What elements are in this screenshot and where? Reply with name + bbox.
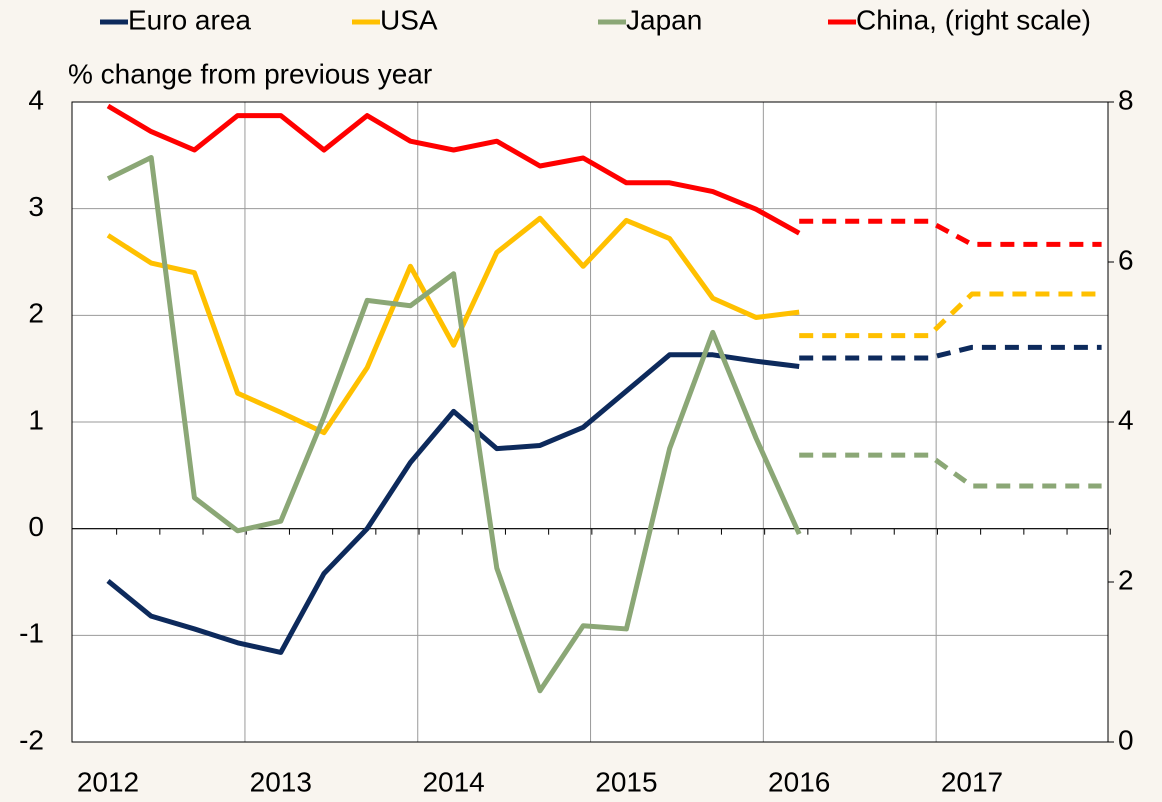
forecast-line [799,218,1102,247]
plot-frame [71,101,1109,743]
series-line [106,215,800,436]
y-tick-label: 1 [28,404,44,435]
y-tick-label: -1 [19,618,44,649]
series-line [106,154,802,694]
y2-tick-label: 2 [1118,564,1134,595]
legend-label: Japan [626,4,702,35]
legend-label: Euro area [128,4,251,35]
y2-tick-label: 8 [1118,84,1134,115]
y2-tick-label: 4 [1118,404,1134,435]
y-tick-label: 0 [28,511,44,542]
forecast-line [799,452,1102,489]
legend-label: China, (right scale) [856,4,1091,35]
x-tick-label: 2015 [595,766,657,797]
series-line [106,352,800,655]
y-tick-label: -2 [19,724,44,755]
x-tick-label: 2016 [768,766,830,797]
x-tick-label: 2012 [77,766,139,797]
series-line [106,103,801,236]
legend-label: USA [380,4,438,35]
y2-tick-label: 0 [1118,724,1134,755]
y-tick-label: 3 [28,191,44,222]
y-tick-label: 4 [28,84,44,115]
y2-tick-label: 6 [1118,244,1134,275]
forecast-line [799,344,1102,361]
x-tick-label: 2013 [250,766,312,797]
x-tick-label: 2014 [422,766,484,797]
x-tick-label: 2017 [941,766,1003,797]
forecast-line [799,291,1102,339]
y-axis-label: % change from previous year [68,58,432,89]
y-tick-label: 2 [28,298,44,329]
